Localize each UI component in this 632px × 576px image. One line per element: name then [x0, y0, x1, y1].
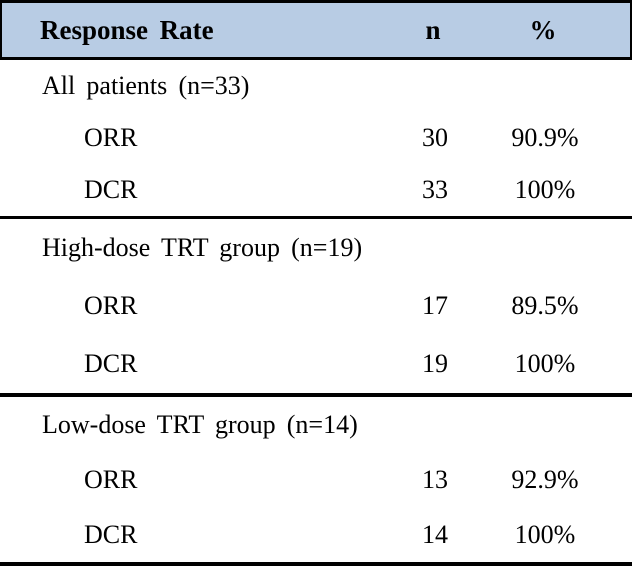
- section-high-dose: High-dose TRT group (n=19) ORR 17 89.5% …: [0, 219, 632, 393]
- cell-n: 19: [422, 349, 448, 378]
- section-divider: [0, 393, 632, 397]
- cell-percent: 100%: [514, 349, 576, 378]
- cell-percent: 100%: [514, 519, 576, 549]
- table-row: ORR 30 90.9%: [0, 112, 632, 164]
- table-row: ORR 13 92.9%: [0, 452, 632, 507]
- table-row: ORR 17 89.5%: [0, 277, 632, 335]
- col-header-percent: %: [529, 14, 557, 45]
- cell-n: 30: [422, 123, 448, 152]
- col-header-response-rate: Response Rate: [40, 14, 214, 45]
- row-label: DCR: [84, 175, 138, 204]
- section-all-patients: All patients (n=33) ORR 30 90.9% DCR 33 …: [0, 60, 632, 216]
- section-title: High-dose TRT group (n=19): [42, 233, 363, 262]
- table-row: DCR 19 100%: [0, 335, 632, 393]
- section-divider: [0, 216, 632, 219]
- section-title-row: All patients (n=33): [0, 60, 632, 112]
- col-header-n: n: [425, 14, 441, 45]
- section-title-row: High-dose TRT group (n=19): [0, 219, 632, 277]
- section-low-dose: Low-dose TRT group (n=14) ORR 13 92.9% D…: [0, 397, 632, 562]
- table-header-row: Response Rate n %: [0, 0, 632, 60]
- section-title: All patients (n=33): [42, 71, 250, 100]
- row-label: ORR: [84, 291, 138, 320]
- cell-n: 14: [422, 519, 448, 549]
- cell-n: 13: [422, 464, 448, 494]
- cell-percent: 90.9%: [511, 123, 579, 152]
- row-label: DCR: [84, 519, 138, 549]
- table-bottom-border: [0, 562, 632, 566]
- row-label: DCR: [84, 349, 138, 378]
- cell-n: 33: [422, 175, 448, 204]
- table-row: DCR 14 100%: [0, 507, 632, 562]
- row-label: ORR: [84, 123, 138, 152]
- cell-percent: 100%: [514, 175, 576, 204]
- section-title: Low-dose TRT group (n=14): [42, 409, 358, 439]
- cell-percent: 92.9%: [511, 464, 579, 494]
- row-label: ORR: [84, 464, 138, 494]
- cell-percent: 89.5%: [511, 291, 579, 320]
- cell-n: 17: [422, 291, 448, 320]
- section-title-row: Low-dose TRT group (n=14): [0, 397, 632, 452]
- table-row: DCR 33 100%: [0, 164, 632, 216]
